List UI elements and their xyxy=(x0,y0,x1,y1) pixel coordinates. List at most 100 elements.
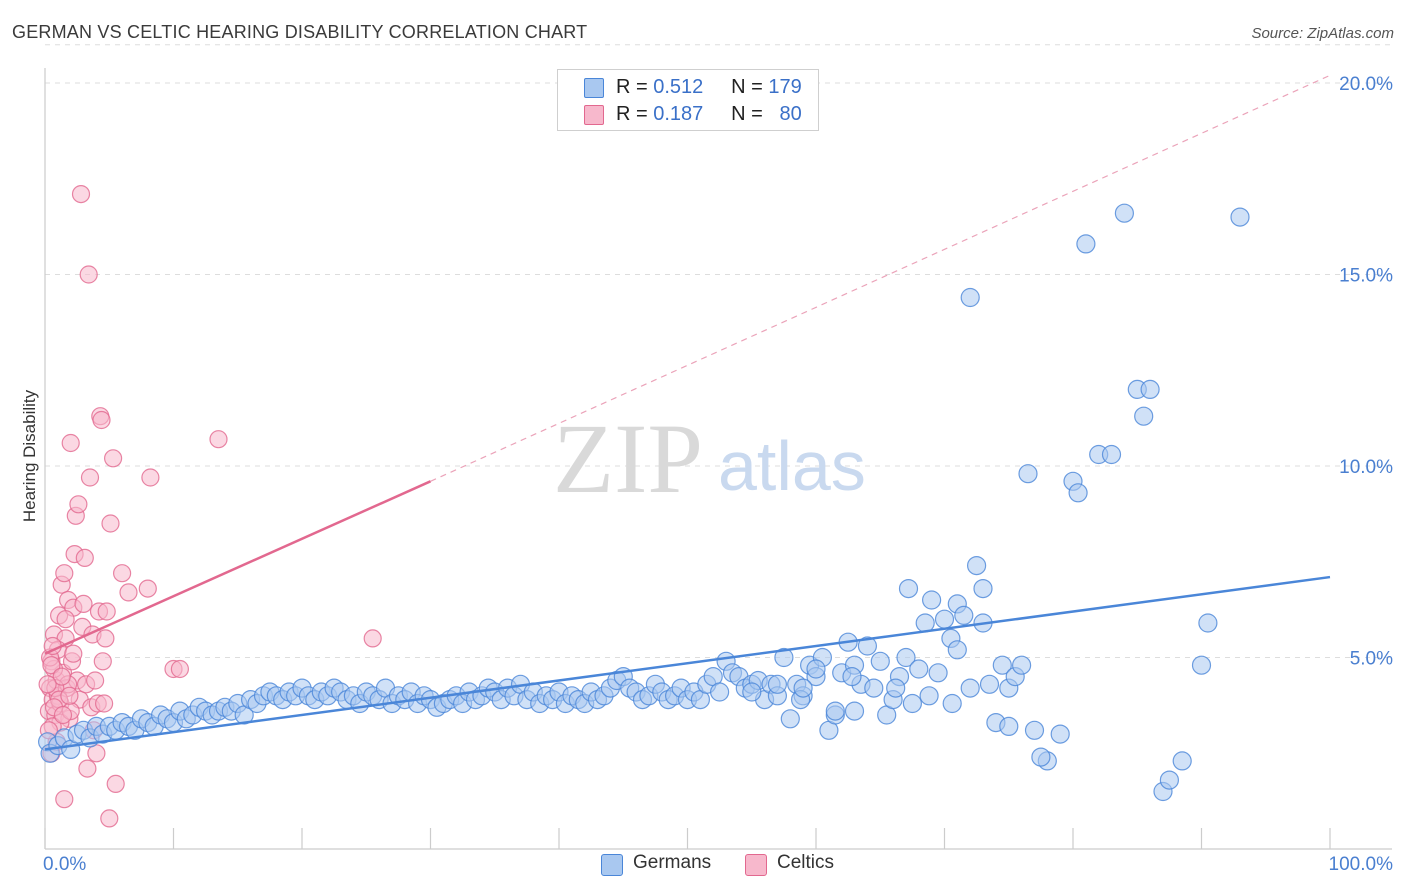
point-germans xyxy=(1018,464,1038,484)
point-germans xyxy=(709,682,730,702)
legend-r-label: R = xyxy=(616,76,648,98)
legend-r-value: 0.187 xyxy=(653,103,704,125)
point-germans xyxy=(844,701,865,721)
legend-text-celtics: R = 0.187 N = 80 xyxy=(616,103,802,126)
point-germans xyxy=(842,666,862,687)
x-tick-label: 0.0% xyxy=(43,854,86,875)
point-germans xyxy=(1024,720,1045,740)
point-celtics xyxy=(119,583,138,602)
point-germans xyxy=(947,640,967,660)
point-germans xyxy=(919,686,939,706)
point-germans xyxy=(1230,207,1250,227)
point-celtics xyxy=(92,410,111,430)
bottom-legend-swatch-germans xyxy=(601,854,623,876)
point-celtics xyxy=(55,564,74,583)
point-germans xyxy=(960,287,980,308)
watermark-zip: ZIP xyxy=(553,403,703,514)
bottom-legend-label-celtics: Celtics xyxy=(777,852,835,873)
legend-n-value: 80 xyxy=(779,103,802,125)
point-celtics xyxy=(101,514,120,533)
legend-text-germans: R = 0.512 N = 179 xyxy=(616,76,802,99)
point-celtics xyxy=(363,629,382,648)
y-tick-label: 5.0% xyxy=(1350,649,1393,670)
point-celtics xyxy=(61,433,80,453)
point-germans xyxy=(966,555,987,576)
y-tick-labels: 5.0% 10.0% 15.0% 20.0% xyxy=(1339,74,1393,670)
point-celtics xyxy=(112,564,132,583)
point-celtics xyxy=(69,495,88,514)
point-germans xyxy=(1134,406,1154,426)
point-germans xyxy=(1076,234,1096,254)
legend-r-label: R = xyxy=(616,103,648,125)
point-germans xyxy=(742,682,762,702)
legend-swatch-germans xyxy=(584,78,604,98)
bottom-legend-swatch-celtics xyxy=(745,854,767,876)
point-celtics xyxy=(60,686,79,705)
point-celtics xyxy=(138,579,157,598)
point-celtics xyxy=(170,659,189,679)
point-celtics xyxy=(42,656,61,675)
x-tick-label: 100.0% xyxy=(1329,854,1394,875)
trend-extension-celtics xyxy=(430,74,1331,482)
legend-swatch-celtics xyxy=(584,105,604,125)
source-label: Source: ZipAtlas.com xyxy=(1251,25,1394,42)
point-germans xyxy=(870,651,890,671)
point-germans xyxy=(793,678,813,698)
point-germans xyxy=(902,693,923,714)
point-germans xyxy=(1050,724,1070,744)
legend-n-label: N = xyxy=(731,76,763,98)
point-germans xyxy=(806,659,826,679)
y-tick-label: 10.0% xyxy=(1339,457,1393,478)
point-germans xyxy=(864,678,884,698)
point-germans xyxy=(1031,747,1051,767)
celtics-points xyxy=(38,185,382,828)
point-germans xyxy=(896,647,916,668)
point-germans xyxy=(942,693,962,714)
point-celtics xyxy=(74,594,93,614)
point-germans xyxy=(928,663,948,683)
point-celtics xyxy=(79,265,98,284)
legend-n-value: 179 xyxy=(768,76,802,98)
bottom-legend-label-germans: Germans xyxy=(633,852,712,873)
germans-points xyxy=(37,203,1250,802)
y-axis-label: Hearing Disability xyxy=(20,389,39,522)
point-celtics xyxy=(100,809,119,828)
y-tick-label: 15.0% xyxy=(1339,266,1393,287)
watermark-atlas: atlas xyxy=(718,427,866,505)
point-celtics xyxy=(97,602,116,621)
point-germans xyxy=(1159,770,1180,790)
point-germans xyxy=(825,701,845,721)
legend-r-value: 0.512 xyxy=(653,76,704,98)
point-germans xyxy=(767,674,788,694)
point-germans xyxy=(909,659,929,679)
point-germans xyxy=(954,605,974,626)
y-tick-label: 20.0% xyxy=(1339,74,1393,95)
point-celtics xyxy=(78,759,97,778)
point-germans xyxy=(898,578,919,599)
chart-title: GERMAN VS CELTIC HEARING DISABILITY CORR… xyxy=(12,22,588,42)
watermark: ZIP atlas xyxy=(553,403,866,514)
point-celtics xyxy=(96,629,115,648)
point-celtics xyxy=(103,449,123,468)
point-germans xyxy=(1011,655,1032,675)
point-germans xyxy=(921,590,942,610)
point-germans xyxy=(1114,203,1135,223)
point-germans xyxy=(886,678,906,698)
point-germans xyxy=(973,578,993,599)
point-germans xyxy=(1140,379,1160,399)
legend-n-label: N = xyxy=(731,103,763,125)
point-celtics xyxy=(141,468,160,487)
point-celtics xyxy=(75,548,94,568)
point-germans xyxy=(1172,751,1192,771)
point-celtics xyxy=(71,185,91,204)
point-celtics xyxy=(52,667,71,686)
point-celtics xyxy=(53,705,73,725)
point-germans xyxy=(1101,444,1122,465)
gridlines xyxy=(45,44,1392,658)
trend-line-germans xyxy=(44,575,1331,751)
trend-lines xyxy=(44,74,1331,751)
point-celtics xyxy=(85,671,105,690)
point-germans xyxy=(934,609,955,629)
point-celtics xyxy=(93,652,112,671)
